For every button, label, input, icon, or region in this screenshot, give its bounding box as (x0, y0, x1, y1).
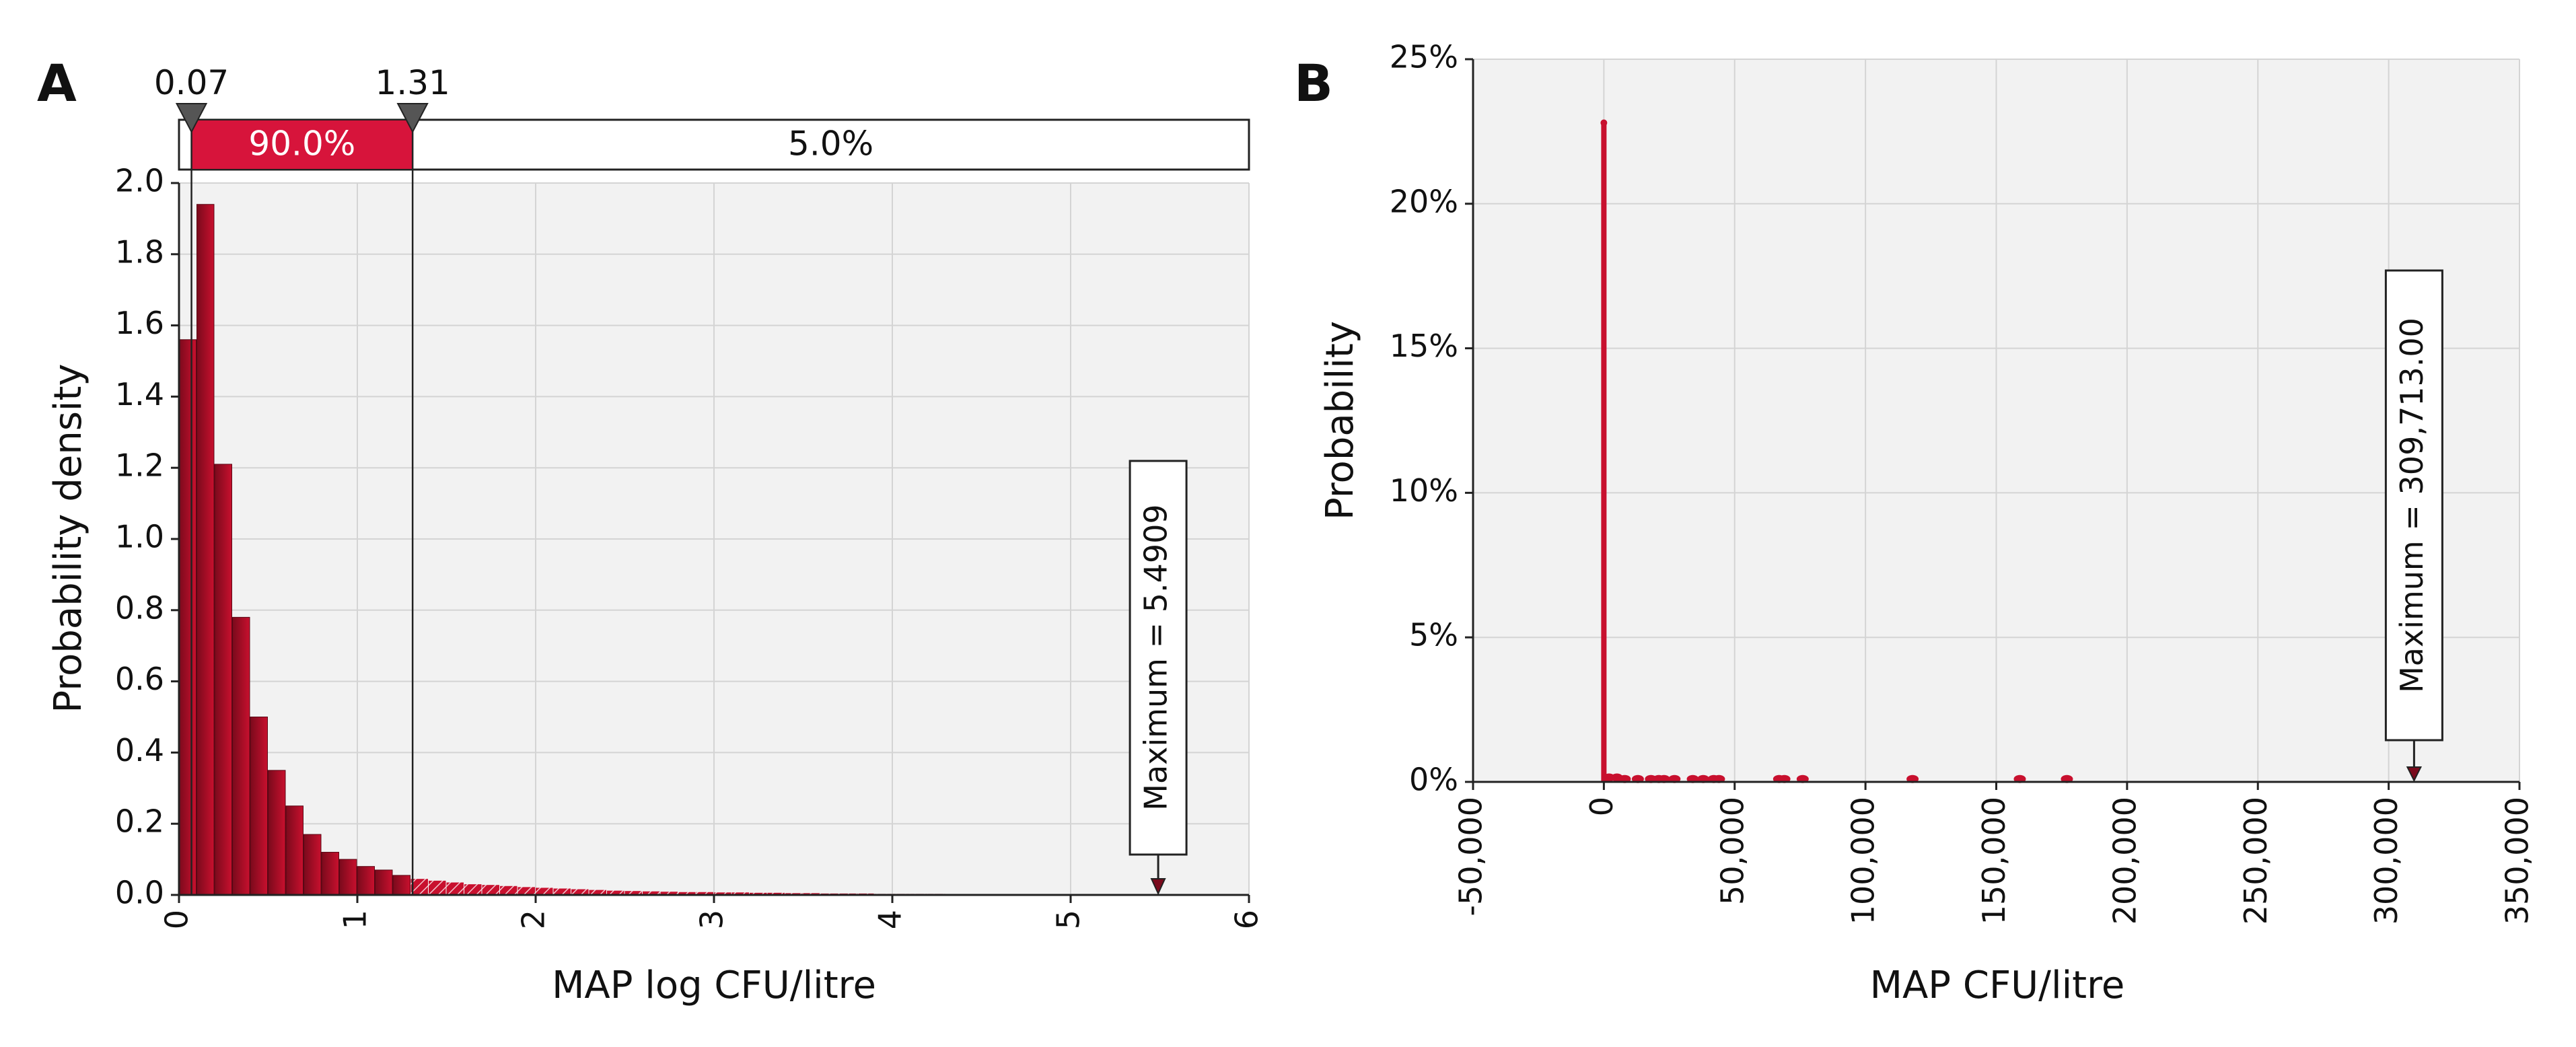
x-tick-label: 0 (159, 910, 195, 929)
histogram-bar (767, 892, 785, 895)
y-tick-label: 0% (1409, 762, 1458, 798)
histogram-bar (678, 892, 696, 895)
y-tick-label: 0.2 (115, 803, 164, 840)
x-tick-label: 100,000 (1845, 797, 1882, 925)
histogram-bar (624, 891, 642, 895)
maximum-annotation-label: Maximum = 5.4909 (1138, 504, 1174, 810)
x-tick-label: -50,000 (1453, 797, 1489, 916)
histogram-bar (517, 887, 535, 895)
x-tick-label: 1 (337, 910, 373, 929)
percentile-band: 90.0% 5.0% 0.07 1.31 (154, 63, 1250, 895)
panel-a-maximum-annotation: Maximum = 5.4909 (1129, 460, 1188, 896)
histogram-bar (660, 892, 678, 895)
percentile-band-right-label: 5.0% (788, 124, 873, 164)
histogram-bar (696, 892, 713, 895)
y-tick-label: 0.4 (115, 732, 164, 768)
histogram-bar (571, 889, 589, 895)
x-tick-label: 5 (1050, 910, 1087, 929)
histogram-bar (303, 834, 322, 896)
histogram-bar (553, 888, 571, 895)
panel-b-maximum-annotation: Maximum = 309,713.00 (2384, 269, 2443, 783)
histogram-bar (714, 892, 731, 895)
histogram-bar (446, 882, 464, 895)
maximum-annotation-box (1129, 460, 1188, 856)
panel-b-axes: -50,000 0 50,000 100,000 150,000 200,000 250,0… (1390, 39, 2536, 925)
maximum-arrow-head (2406, 766, 2422, 783)
percentile-marker-triangle (396, 103, 429, 134)
histogram-bar (536, 888, 553, 895)
maximum-annotation-box (2384, 269, 2443, 742)
percentile-marker-label: 1.31 (375, 63, 450, 102)
y-tick-label: 15% (1390, 328, 1458, 364)
percentile-band-middle (190, 119, 414, 170)
x-tick-label: 4 (872, 910, 908, 929)
histogram-bar (643, 891, 660, 895)
panel-b-label: B (1294, 53, 1333, 113)
histogram-bar (464, 884, 482, 895)
x-tick-label: 50,000 (1714, 797, 1750, 905)
histogram-bar (357, 866, 375, 896)
histogram-bar (589, 890, 606, 895)
histogram-bar (214, 464, 232, 896)
histogram-bar (392, 875, 410, 896)
panel-a-bars (178, 204, 1159, 896)
panel-a-label: A (37, 53, 77, 113)
x-tick-label: 6 (1229, 910, 1265, 929)
x-tick-label: 2 (515, 910, 552, 929)
percentile-marker-triangle (175, 103, 208, 134)
x-tick-label: 250,000 (2238, 797, 2274, 925)
histogram-bar (731, 892, 749, 895)
histogram-bar (232, 616, 250, 896)
panel-b-x-axis-label: MAP CFU/litre (1870, 964, 2125, 1007)
y-tick-label: 1.0 (115, 519, 164, 555)
panel-a-y-axis-label: Probability density (46, 363, 90, 713)
histogram-bar (607, 890, 624, 895)
histogram-bar (321, 852, 339, 896)
maximum-annotation-label: Maximum = 309,713.00 (2394, 318, 2430, 693)
y-tick-label: 1.8 (115, 233, 164, 270)
x-tick-label: 3 (694, 910, 730, 929)
y-tick-label: 0.8 (115, 589, 164, 626)
percentile-marker-label: 0.07 (154, 63, 229, 102)
y-tick-label: 0.6 (115, 661, 164, 697)
percentile-band-middle-label: 90.0% (248, 124, 355, 164)
y-tick-label: 25% (1390, 39, 1458, 75)
panel-a-axes: 0 1 2 3 4 5 6 0.0 0.2 0.4 0.6 0.8 1.0 1.2 1.4 1.6 1.8 2.0 (115, 163, 1265, 930)
histogram-bar (250, 717, 268, 896)
histogram-bar (429, 880, 446, 895)
histogram-bar (285, 805, 303, 896)
y-tick-label: 10% (1390, 472, 1458, 509)
x-tick-label: 150,000 (1976, 797, 2012, 925)
histogram-bar (375, 869, 393, 896)
x-tick-label: 200,000 (2106, 797, 2143, 925)
histogram-bar (482, 885, 499, 895)
y-tick-label: 0.0 (115, 875, 164, 911)
histogram-bar (410, 879, 428, 895)
y-tick-label: 20% (1390, 183, 1458, 219)
y-tick-label: 1.2 (115, 447, 164, 484)
histogram-bar (268, 770, 286, 896)
panel-b-y-axis-label: Probability (1318, 321, 1362, 520)
x-tick-label: 0 (1583, 797, 1620, 816)
panel-a-x-axis-label: MAP log CFU/litre (552, 964, 876, 1007)
probability-spike-top (1600, 119, 1608, 127)
panel-b: B -50,000 0 50,000 100,000 150,000 200,000 250… (1294, 39, 2536, 1008)
x-tick-label: 300,000 (2368, 797, 2404, 925)
histogram-bar (750, 892, 767, 895)
y-tick-label: 5% (1409, 617, 1458, 653)
histogram-bar (196, 204, 215, 896)
y-tick-label: 2.0 (115, 163, 164, 199)
y-tick-label: 1.6 (115, 305, 164, 341)
y-tick-label: 1.4 (115, 376, 164, 412)
histogram-bar (500, 886, 517, 895)
panel-a: A 0 1 2 3 4 5 6 0.0 0.2 0.4 0.6 0.8 1.0 1.2 1.4 1.6 1.8 2… (37, 53, 1265, 1007)
x-tick-label: 350,000 (2499, 797, 2536, 925)
panel-b-grid (1472, 59, 2520, 783)
maximum-arrow-head (1150, 878, 1166, 896)
histogram-bar (178, 339, 196, 896)
histogram-bar (339, 859, 357, 896)
